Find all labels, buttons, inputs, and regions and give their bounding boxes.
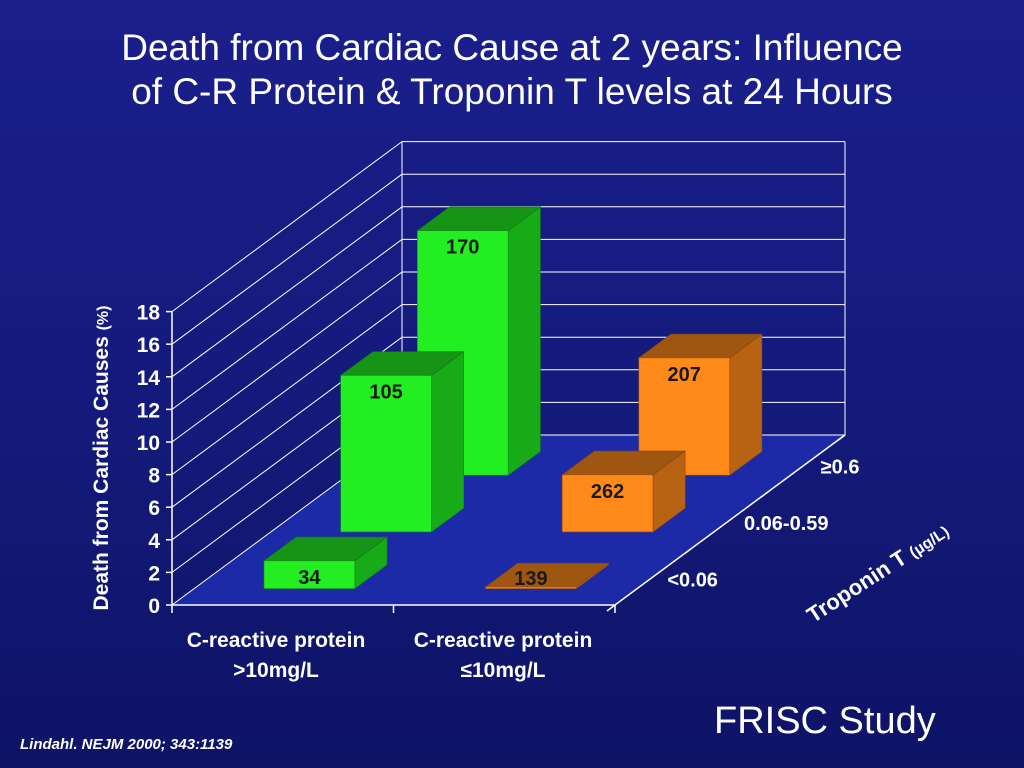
- category-label-line2: ≤10mg/L: [460, 659, 546, 682]
- y-tick-label: 14: [137, 367, 161, 390]
- bar-cat1-row1-front: [561, 474, 654, 533]
- bar-count-label: 262: [591, 481, 624, 503]
- y-tick-label: 12: [137, 399, 160, 422]
- study-name: FRISC Study: [714, 700, 936, 742]
- bar-cat0-row1-front: [340, 375, 432, 533]
- category-label-crp-high: C-reactive protein >10mg/L: [161, 626, 391, 686]
- bar-count-label: 207: [668, 364, 701, 386]
- z-tick: [683, 547, 693, 555]
- bar-count-label: 34: [298, 567, 321, 589]
- grid-line-side: [171, 173, 403, 345]
- z-tick-label: <0.06: [667, 570, 718, 592]
- bar-count-label: 170: [446, 237, 479, 259]
- y-tick-label: 8: [148, 465, 160, 488]
- y-axis-label: Death from Cardiac Causes (%): [90, 243, 116, 673]
- y-tick-label: 4: [148, 530, 160, 553]
- title-line-2: of C-R Protein & Troponin T levels at 24…: [131, 71, 893, 112]
- y-tick-label: 2: [148, 562, 160, 585]
- z-tick: [759, 491, 769, 499]
- category-label-line2: >10mg/L: [233, 659, 319, 682]
- z-tick-label: ≥0.6: [821, 456, 860, 478]
- y-tick-label: 0: [148, 595, 160, 618]
- category-label-crp-low: C-reactive protein ≤10mg/L: [388, 626, 618, 686]
- y-axis-label-text: Death from Cardiac Causes: [90, 336, 113, 611]
- y-tick-label: 6: [148, 497, 160, 520]
- bar-cat0-row0-front: [263, 560, 356, 589]
- category-label-line1: C-reactive protein: [186, 629, 366, 652]
- y-axis-label-unit: (%): [95, 305, 112, 331]
- y-tick-label: 10: [137, 432, 160, 455]
- grid-line-side: [171, 141, 403, 313]
- bar-cat0-row2-side: [507, 206, 541, 476]
- citation: Lindahl. NEJM 2000; 343:1139: [20, 736, 233, 753]
- z-tick-label: 0.06-0.59: [744, 513, 829, 535]
- grid-line-side: [171, 304, 403, 476]
- y-tick-label: 18: [137, 302, 161, 325]
- bar-cat1-row2-side: [729, 333, 763, 476]
- bar-cat1-row2-front: [638, 357, 730, 476]
- z-axis-line: [614, 434, 846, 606]
- category-label-line1: C-reactive protein: [413, 629, 593, 652]
- grid-line-side: [171, 271, 403, 443]
- bar-count-label: 105: [369, 381, 402, 403]
- grid-line-side: [171, 238, 403, 410]
- bar-cat1-row0-front: [485, 586, 577, 589]
- slide-title: Death from Cardiac Cause at 2 years: Inf…: [0, 26, 1024, 114]
- bar-count-label: 139: [514, 568, 547, 590]
- z-tick: [836, 434, 846, 442]
- grid-line-side: [171, 206, 403, 378]
- title-line-1: Death from Cardiac Cause at 2 years: Inf…: [121, 27, 903, 68]
- z-tick: [606, 604, 616, 612]
- bar-cat0-row1-side: [431, 351, 464, 533]
- y-tick-label: 16: [137, 334, 160, 357]
